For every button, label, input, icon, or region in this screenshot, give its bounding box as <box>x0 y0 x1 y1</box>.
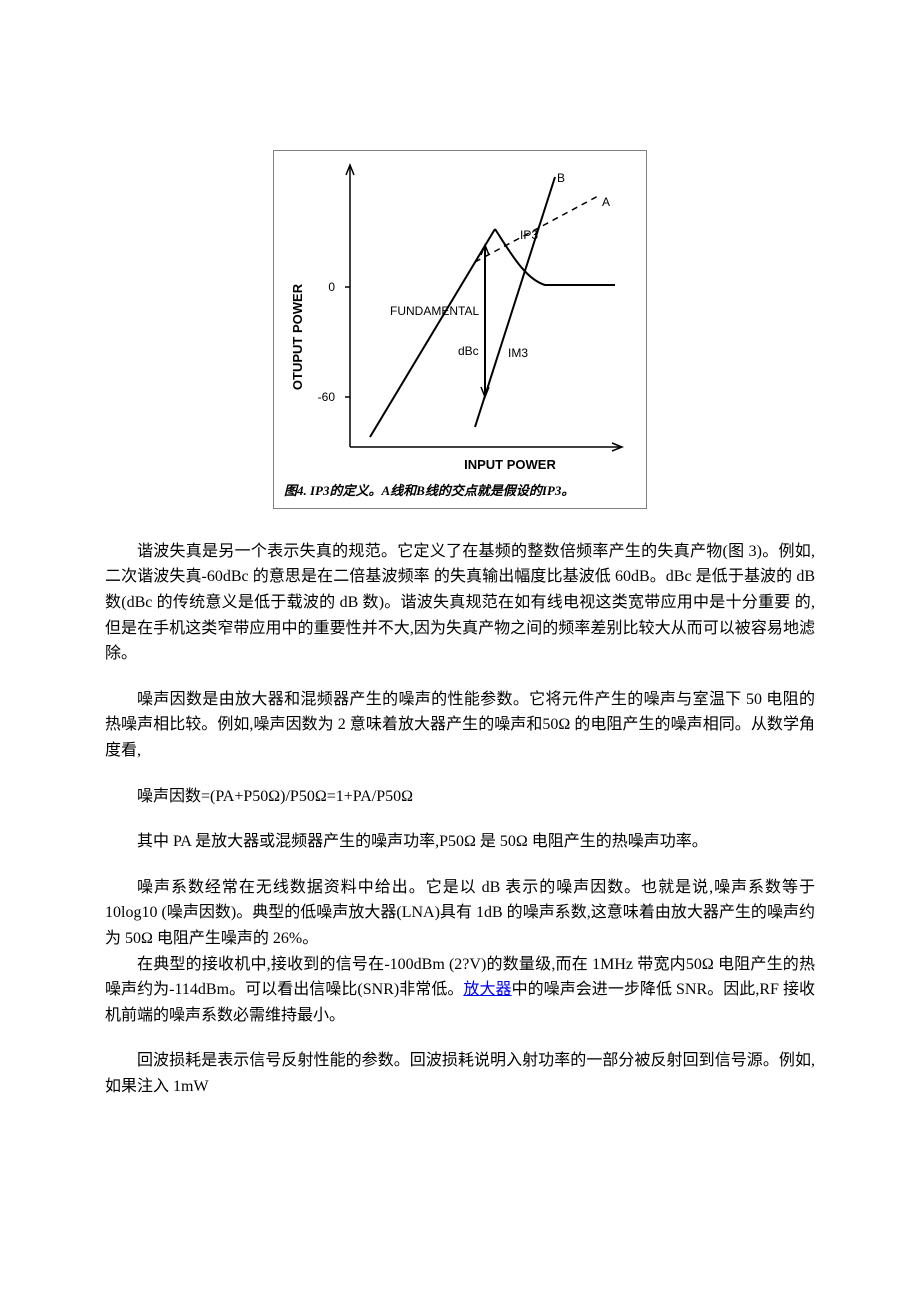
ip3-pointer <box>535 219 542 235</box>
ip3-label: IP3 <box>520 228 538 242</box>
y-axis-label: OTUPUT POWER <box>290 283 305 390</box>
fundamental-label: FUNDAMENTAL <box>390 304 479 318</box>
dbc-label: dBc <box>458 344 479 358</box>
fundamental-line <box>370 229 495 437</box>
label-a: A <box>602 195 610 209</box>
y-tick-60-label: -60 <box>318 390 336 404</box>
im3-label: IM3 <box>508 346 528 360</box>
paragraph-receiver: 在典型的接收机中,接收到的信号在-100dBm (2?V)的数量级,而在 1MH… <box>105 952 815 1029</box>
page: 0 -60 OTUPUT POWER INPUT POWER <box>0 0 920 1302</box>
figure-4-caption: 图4. IP3的定义。A线和B线的交点就是假设的IP3。 <box>280 481 640 502</box>
paragraph-return-loss: 回波损耗是表示信号反射性能的参数。回波损耗说明入射功率的一部分被反射回到信号源。… <box>105 1048 815 1099</box>
paragraph-harmonic-distortion: 谐波失真是另一个表示失真的规范。它定义了在基频的整数倍频率产生的失真产物(图 3… <box>105 539 815 667</box>
figure-4-wrap: 0 -60 OTUPUT POWER INPUT POWER <box>105 150 815 509</box>
paragraph-noise-factor-formula: 噪声因数=(PA+P50Ω)/P50Ω=1+PA/P50Ω <box>105 784 815 810</box>
figure-4-box: 0 -60 OTUPUT POWER INPUT POWER <box>273 150 647 509</box>
paragraph-noise-factor-intro: 噪声因数是由放大器和混频器产生的噪声的性能参数。它将元件产生的噪声与室温下 50… <box>105 687 815 764</box>
amplifier-link[interactable]: 放大器 <box>463 981 511 998</box>
figure-4-svg: 0 -60 OTUPUT POWER INPUT POWER <box>280 157 640 477</box>
im3-line-b <box>475 177 555 427</box>
label-b: B <box>557 171 565 185</box>
x-axis-label: INPUT POWER <box>464 457 556 472</box>
paragraph-noise-figure: 噪声系数经常在无线数据资料中给出。它是以 dB 表示的噪声因数。也就是说,噪声系… <box>105 875 815 952</box>
fundamental-saturation <box>495 229 615 285</box>
paragraph-noise-factor-where: 其中 PA 是放大器或混频器产生的噪声功率,P50Ω 是 50Ω 电阻产生的热噪… <box>105 829 815 855</box>
y-tick-0-label: 0 <box>328 280 335 294</box>
